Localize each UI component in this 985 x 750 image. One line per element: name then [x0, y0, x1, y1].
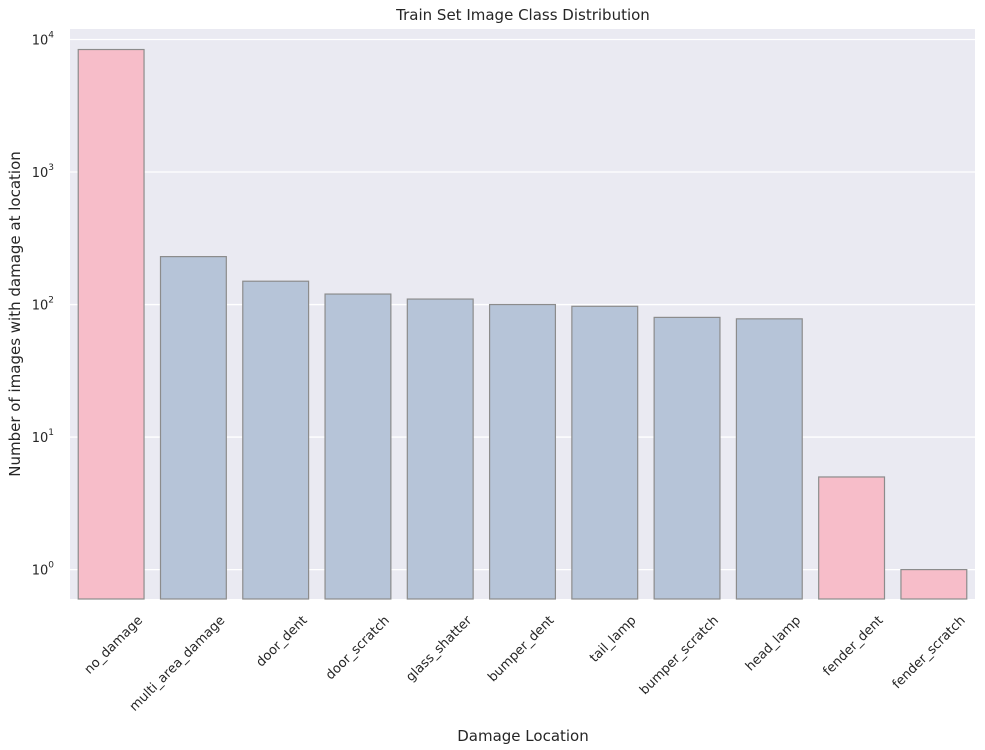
bar-glass-shatter — [406, 298, 474, 600]
bar-tail-lamp — [571, 305, 639, 600]
x-tick-label: fender_dent — [820, 613, 886, 679]
x-tick-label: no_damage — [82, 613, 146, 677]
chart-title: Train Set Image Class Distribution — [395, 6, 650, 24]
x-axis-label: Damage Location — [457, 727, 589, 745]
x-tick-label: bumper_dent — [485, 613, 557, 685]
y-tick-label: 102 — [32, 296, 54, 314]
bar-head-lamp — [735, 318, 803, 600]
x-tick-label: tail_lamp — [587, 613, 640, 666]
bar-no-damage — [77, 48, 145, 600]
x-tick-label: glass_shatter — [403, 613, 475, 685]
y-tick-labels: 100 101 102 103 104 — [32, 30, 55, 578]
bar-bumper-dent — [488, 303, 557, 600]
bar-fender-dent — [818, 476, 886, 600]
x-tick-label: head_lamp — [743, 613, 804, 674]
y-axis-label: Number of images with damage at location — [6, 151, 24, 477]
x-tick-label: fender_scratch — [890, 613, 969, 692]
x-tick-label: multi_area_damage — [127, 613, 228, 714]
x-tick-label: bumper_scratch — [637, 613, 722, 698]
y-tick-label: 100 — [32, 561, 55, 579]
y-tick-label: 103 — [32, 163, 54, 181]
bar-bumper-scratch — [653, 316, 721, 600]
bar-door-scratch — [324, 293, 392, 600]
bar-door-dent — [242, 280, 310, 600]
y-tick-label: 101 — [32, 428, 54, 446]
bars-group — [77, 48, 968, 600]
bar-multi-area-damage — [159, 256, 227, 600]
x-tick-label: door_dent — [254, 613, 311, 670]
bar-fender-scratch — [900, 568, 968, 600]
y-tick-label: 104 — [32, 30, 55, 48]
x-tick-label: door_scratch — [323, 613, 393, 683]
